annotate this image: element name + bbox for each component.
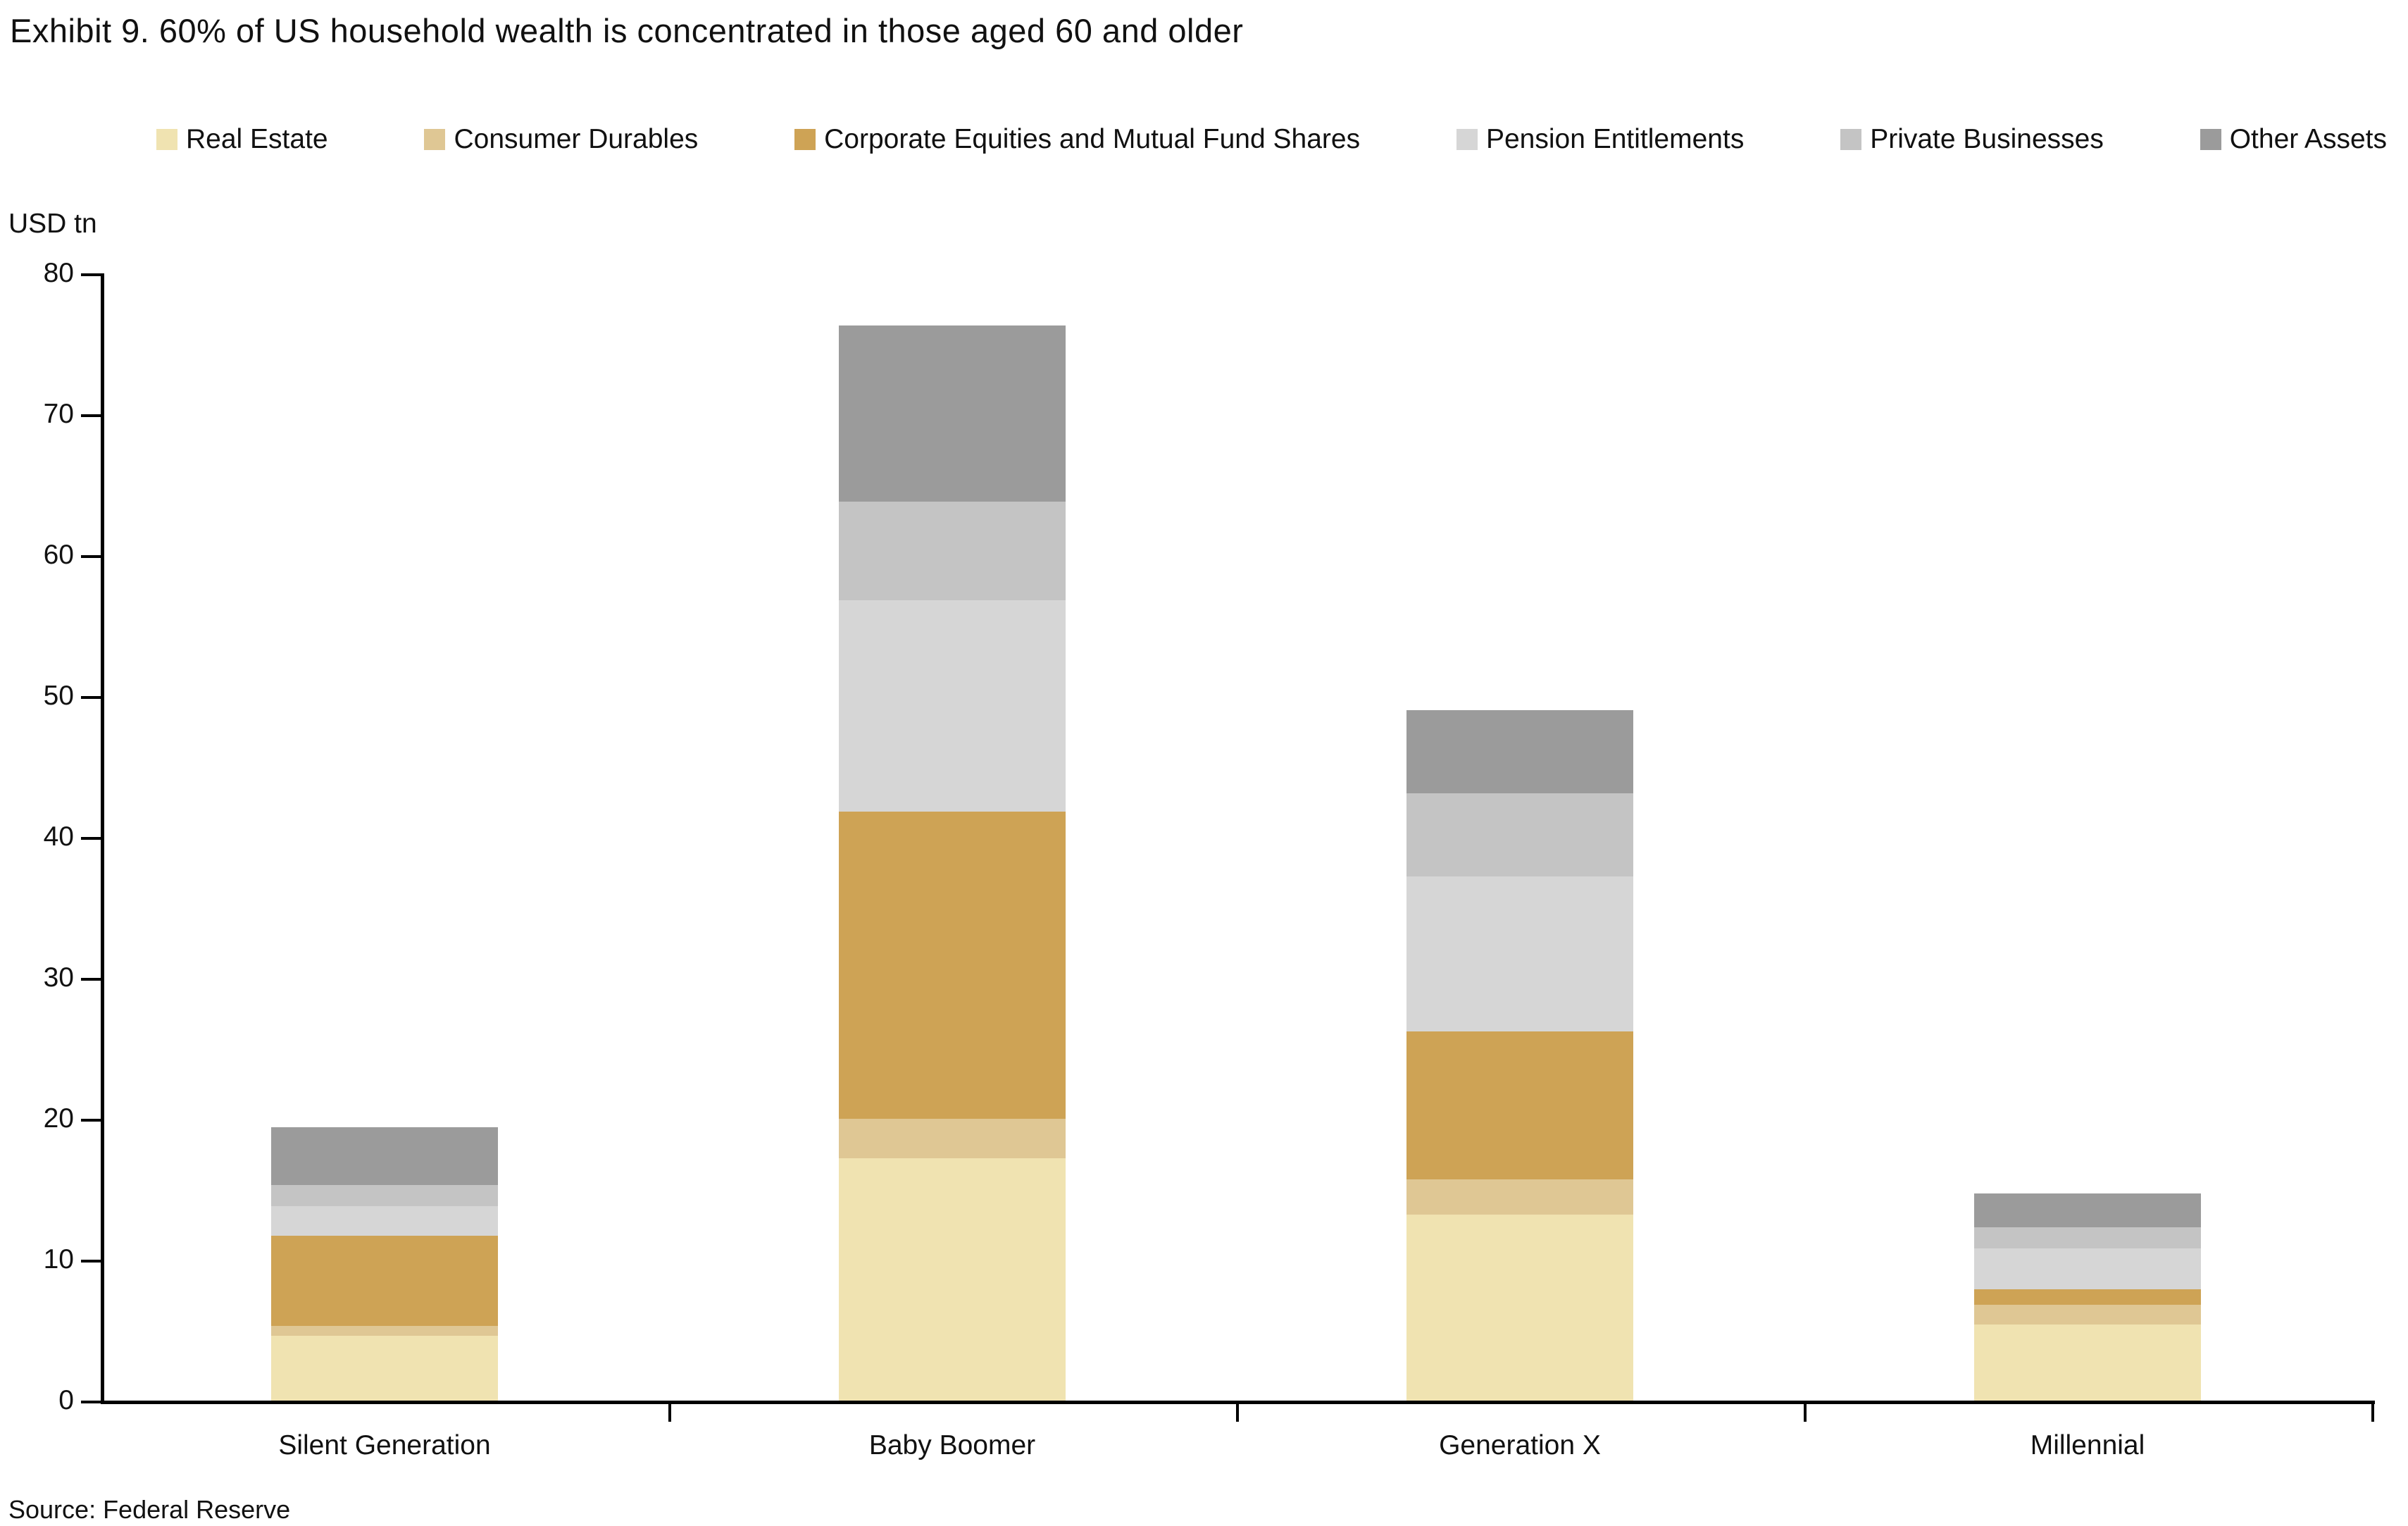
legend-item-pension-entitlements: Pension Entitlements (1456, 124, 1744, 155)
legend-label: Consumer Durables (454, 124, 699, 154)
legend-item-other-assets: Other Assets (2200, 124, 2387, 155)
bar-segment-pension-entitlements-silent-generation (271, 1206, 498, 1236)
legend: Real Estate Consumer Durables Corporate Eq… (156, 124, 2387, 155)
x-tick-mark (1236, 1401, 1239, 1422)
y-tick-mark (81, 273, 101, 276)
y-tick-label: 50 (43, 681, 74, 711)
y-tick-label: 80 (43, 258, 74, 288)
chart-title: Exhibit 9. 60% of US household wealth is… (10, 12, 1244, 49)
source-note: Source: Federal Reserve (8, 1495, 291, 1524)
bar-segment-corporate-equities-and-mutual-fund-shares-generation-x (1406, 1031, 1633, 1179)
bar-segment-real-estate-silent-generation (271, 1336, 498, 1401)
bar-segment-consumer-durables-silent-generation (271, 1326, 498, 1336)
bar-segment-private-businesses-baby-boomer (839, 502, 1066, 600)
bar-segment-private-businesses-millennial (1974, 1227, 2201, 1248)
bar-segment-pension-entitlements-baby-boomer (839, 600, 1066, 812)
bar-segment-pension-entitlements-millennial (1974, 1248, 2201, 1289)
legend-swatch-icon (1840, 129, 1862, 150)
bar-segment-other-assets-baby-boomer (839, 325, 1066, 502)
bar-segment-corporate-equities-and-mutual-fund-shares-silent-generation (271, 1236, 498, 1326)
bar-segment-consumer-durables-millennial (1974, 1305, 2201, 1325)
y-tick-mark (81, 837, 101, 840)
y-tick-label: 20 (43, 1103, 74, 1134)
y-axis-title: USD tn (8, 209, 97, 239)
y-tick-label: 0 (58, 1385, 74, 1415)
bar-segment-private-businesses-generation-x (1406, 793, 1633, 876)
y-tick-label: 30 (43, 962, 74, 993)
y-tick-mark (81, 978, 101, 981)
bar-segment-consumer-durables-generation-x (1406, 1179, 1633, 1215)
x-category-label: Millennial (2030, 1430, 2145, 1460)
legend-label: Corporate Equities and Mutual Fund Share… (824, 124, 1361, 154)
y-tick-label: 70 (43, 399, 74, 429)
legend-swatch-icon (794, 129, 816, 150)
bar-segment-other-assets-silent-generation (271, 1127, 498, 1185)
bar-segment-real-estate-baby-boomer (839, 1158, 1066, 1401)
x-tick-mark (1804, 1401, 1807, 1422)
y-axis-line (101, 273, 104, 1404)
bar-segment-pension-entitlements-generation-x (1406, 876, 1633, 1031)
y-tick-mark (81, 1119, 101, 1122)
x-tick-mark (668, 1401, 671, 1422)
bar-segment-consumer-durables-baby-boomer (839, 1119, 1066, 1158)
legend-swatch-icon (424, 129, 446, 150)
legend-item-private-businesses: Private Businesses (1840, 124, 2104, 155)
bar-segment-corporate-equities-and-mutual-fund-shares-baby-boomer (839, 812, 1066, 1119)
bar-segment-real-estate-generation-x (1406, 1215, 1633, 1401)
legend-swatch-icon (156, 129, 177, 150)
bar-segment-other-assets-generation-x (1406, 710, 1633, 793)
y-tick-label: 40 (43, 821, 74, 852)
legend-item-consumer-durables: Consumer Durables (424, 124, 698, 155)
legend-label: Other Assets (2229, 124, 2387, 154)
y-tick-label: 60 (43, 540, 74, 570)
legend-label: Private Businesses (1870, 124, 2104, 154)
x-category-label: Silent Generation (278, 1430, 491, 1460)
y-tick-mark (81, 1260, 101, 1263)
y-tick-mark (81, 414, 101, 417)
legend-swatch-icon (2200, 129, 2221, 150)
y-tick-label: 10 (43, 1244, 74, 1274)
x-tick-mark (2371, 1401, 2374, 1422)
legend-label: Pension Entitlements (1485, 124, 1745, 154)
y-tick-mark (81, 696, 101, 699)
x-category-label: Baby Boomer (868, 1430, 1036, 1460)
x-category-label: Generation X (1439, 1430, 1601, 1460)
legend-label: Real Estate (186, 124, 328, 154)
bar-segment-other-assets-millennial (1974, 1193, 2201, 1227)
bar-segment-corporate-equities-and-mutual-fund-shares-millennial (1974, 1289, 2201, 1305)
legend-swatch-icon (1456, 129, 1478, 150)
legend-item-real-estate: Real Estate (156, 124, 328, 155)
y-tick-mark (81, 1401, 101, 1403)
legend-item-corporate-equities-and-mutual-fund-shares: Corporate Equities and Mutual Fund Share… (794, 124, 1360, 155)
y-tick-mark (81, 555, 101, 558)
bar-segment-real-estate-millennial (1974, 1325, 2201, 1401)
bar-segment-private-businesses-silent-generation (271, 1185, 498, 1206)
